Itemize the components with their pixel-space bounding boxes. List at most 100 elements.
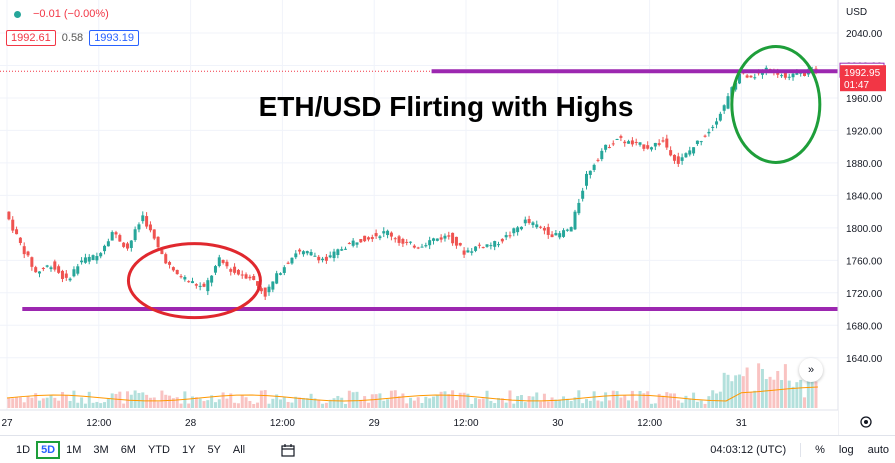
period-3m[interactable]: 3M bbox=[93, 443, 109, 456]
period-1y[interactable]: 1Y bbox=[181, 443, 196, 456]
period-5y[interactable]: 5Y bbox=[207, 443, 221, 456]
candle-body bbox=[462, 250, 466, 255]
volume-bar bbox=[129, 394, 133, 408]
candle-body bbox=[256, 281, 260, 286]
annotation-title: ETH/USD Flirting with Highs bbox=[259, 91, 634, 122]
volume-bar bbox=[439, 391, 443, 408]
volume-bar bbox=[703, 403, 707, 408]
candle-body bbox=[110, 232, 114, 241]
period-1m[interactable]: 1M bbox=[66, 443, 82, 456]
candle-body bbox=[202, 283, 206, 287]
volume-bars bbox=[6, 363, 818, 408]
candle-body bbox=[382, 231, 386, 234]
volume-bar bbox=[573, 397, 577, 408]
candle-body bbox=[22, 246, 26, 255]
last-price-tag bbox=[840, 65, 886, 92]
candle-body bbox=[45, 265, 49, 267]
candle-body bbox=[684, 153, 688, 158]
auto-toggle[interactable]: auto bbox=[867, 443, 889, 456]
period-5d[interactable]: 5D bbox=[36, 440, 61, 459]
candle-body bbox=[233, 266, 237, 273]
candle-body bbox=[68, 278, 72, 281]
candle-body bbox=[156, 236, 160, 248]
period-all[interactable]: All bbox=[232, 443, 246, 456]
volume-bar bbox=[546, 401, 550, 408]
candle-body bbox=[321, 258, 325, 261]
candle-body bbox=[160, 250, 164, 255]
candle-body bbox=[474, 246, 478, 251]
volume-bar bbox=[741, 376, 745, 408]
volume-bar bbox=[49, 394, 53, 408]
volume-bar bbox=[317, 399, 321, 408]
candle-body bbox=[803, 72, 807, 76]
volume-bar bbox=[799, 379, 803, 408]
settings-gear-icon[interactable] bbox=[860, 416, 872, 428]
scroll-to-realtime-button[interactable]: » bbox=[799, 358, 823, 382]
candle-body bbox=[57, 266, 61, 273]
candle-body bbox=[753, 77, 757, 79]
candle-body bbox=[278, 273, 282, 275]
candle-body bbox=[466, 250, 470, 253]
volume-bar bbox=[179, 403, 183, 408]
volume-bar bbox=[500, 398, 504, 408]
candle-body bbox=[531, 222, 535, 226]
volume-bar bbox=[420, 403, 424, 408]
candle-body bbox=[565, 229, 569, 231]
volume-bar bbox=[565, 398, 569, 408]
candle-body bbox=[795, 72, 799, 75]
candle-body bbox=[420, 246, 424, 248]
volume-bar bbox=[187, 403, 191, 408]
candle-body bbox=[707, 131, 711, 134]
volume-bar bbox=[783, 364, 787, 408]
volume-bar bbox=[202, 401, 206, 408]
volume-bar bbox=[772, 379, 776, 408]
volume-bar bbox=[278, 399, 282, 408]
candle-body bbox=[409, 241, 413, 243]
volume-bar bbox=[516, 396, 520, 408]
ask-price[interactable]: 1993.19 bbox=[89, 30, 139, 46]
volume-bar bbox=[72, 390, 76, 408]
candle-body bbox=[145, 216, 149, 227]
candle-body bbox=[80, 260, 84, 263]
candle-body bbox=[298, 249, 302, 252]
price-chart[interactable]: ETH/USD Flirting with Highs USD 1640.00 16… bbox=[0, 0, 895, 435]
volume-bar bbox=[233, 402, 237, 408]
candle-body bbox=[171, 267, 175, 271]
volume-bar bbox=[389, 390, 393, 408]
log-toggle[interactable]: log bbox=[838, 443, 854, 456]
candle-body bbox=[596, 159, 600, 161]
volume-bar bbox=[497, 397, 501, 408]
x-tick-label: 12:00 bbox=[453, 418, 478, 429]
volume-bar bbox=[397, 396, 401, 408]
candle-body bbox=[267, 286, 271, 293]
volume-bar bbox=[753, 390, 757, 408]
candle-body bbox=[630, 140, 634, 145]
volume-bar bbox=[87, 391, 91, 408]
candle-body bbox=[581, 190, 585, 199]
calendar-icon[interactable] bbox=[281, 443, 295, 457]
percent-toggle[interactable]: % bbox=[815, 443, 825, 456]
candle-body bbox=[141, 215, 145, 222]
volume-bar bbox=[91, 402, 95, 408]
volume-bar bbox=[240, 395, 244, 408]
candle-body bbox=[539, 226, 543, 228]
candle-body bbox=[332, 251, 336, 259]
volume-bar bbox=[604, 392, 608, 408]
red-circle-annotation bbox=[126, 242, 262, 320]
volume-bar bbox=[298, 397, 302, 408]
candle-body bbox=[240, 274, 244, 276]
period-ytd[interactable]: YTD bbox=[147, 443, 170, 456]
volume-bar bbox=[692, 392, 696, 408]
candle-body bbox=[680, 157, 684, 161]
volume-bar bbox=[336, 395, 340, 408]
currency-label: USD bbox=[846, 7, 867, 18]
candle-body bbox=[424, 245, 428, 247]
bid-price[interactable]: 1992.61 bbox=[6, 30, 56, 46]
volume-bar bbox=[718, 391, 722, 408]
candle-body bbox=[41, 267, 45, 269]
volume-bar bbox=[194, 397, 198, 408]
period-6m[interactable]: 6M bbox=[120, 443, 136, 456]
period-1d[interactable]: 1D bbox=[16, 443, 31, 456]
candle-body bbox=[328, 255, 332, 258]
volume-bar bbox=[661, 395, 665, 408]
